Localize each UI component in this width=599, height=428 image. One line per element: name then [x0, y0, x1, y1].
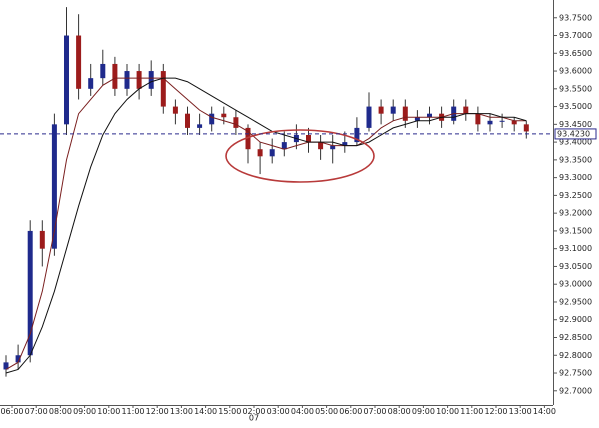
x-tick-label: 12:00: [484, 407, 507, 416]
x-tick-label: 03:00: [267, 407, 290, 416]
x-tick-label: 11:00: [121, 407, 144, 416]
candle-body: [427, 113, 432, 118]
candle-body: [245, 127, 251, 150]
candle-body: [402, 106, 408, 121]
candle-body: [257, 149, 263, 157]
candle-body: [64, 35, 69, 125]
y-tick-label: 93.5500: [559, 84, 592, 93]
x-tick-label: 12:00: [146, 407, 169, 416]
x-tick-label: 06:00: [339, 407, 362, 416]
candle-body: [88, 78, 94, 89]
y-tick-label: 93.2000: [559, 209, 592, 218]
candle-body: [100, 63, 106, 79]
candle-body: [511, 120, 517, 125]
candle-body: [124, 71, 130, 89]
x-tick-label: 06:00: [0, 407, 23, 416]
date-label: 07: [249, 414, 259, 423]
y-tick-label: 93.2500: [559, 191, 592, 200]
x-tick-label: 07:00: [25, 407, 48, 416]
y-tick-label: 92.9000: [559, 315, 592, 324]
y-tick-label: 93.6500: [559, 49, 592, 58]
candle-body: [51, 124, 57, 249]
candle-body: [354, 127, 360, 143]
y-tick-label: 93.1500: [559, 226, 592, 235]
candle-body: [136, 71, 142, 89]
candle-body: [15, 355, 21, 363]
plot: [3, 7, 529, 377]
candle-body: [160, 71, 166, 107]
moving-average-line: [5, 77, 527, 370]
candle-body: [3, 362, 9, 370]
candle-body: [148, 71, 154, 89]
y-tick-label: 93.3000: [559, 173, 592, 182]
y-tick-label: 92.7500: [559, 369, 592, 378]
candle-body: [197, 124, 203, 128]
x-tick-label: 09:00: [412, 407, 435, 416]
candle-body: [27, 230, 33, 356]
x-tick-label: 11:00: [460, 407, 483, 416]
y-tick-label: 93.4000: [559, 138, 592, 147]
y-tick-label: 93.6000: [559, 67, 592, 76]
current-price-box: [554, 128, 597, 140]
y-tick-label: 93.7500: [559, 13, 592, 22]
y-tick-label: 93.3500: [559, 155, 592, 164]
candle-body: [318, 142, 324, 150]
y-tick-label: 92.8000: [559, 351, 592, 360]
x-tick-label: 13:00: [509, 407, 532, 416]
candle-body: [221, 113, 227, 118]
candle-body: [487, 120, 493, 125]
candle-body: [366, 106, 372, 128]
candle-body: [233, 117, 239, 128]
x-tick-label: 10:00: [436, 407, 459, 416]
y-tick-label: 92.8500: [559, 333, 592, 342]
y-tick-label: 93.0000: [559, 280, 592, 289]
candle-body: [306, 135, 311, 143]
candle-body: [76, 35, 82, 89]
candle-body: [475, 113, 481, 125]
candle-body: [269, 149, 275, 157]
candle-body: [390, 106, 396, 114]
x-tick-label: 05:00: [315, 407, 338, 416]
x-tick-label: 14:00: [194, 407, 217, 416]
x-tick-label: 07:00: [363, 407, 386, 416]
x-tick-label: 02:00: [242, 407, 265, 416]
x-tick-label: 10:00: [97, 407, 120, 416]
y-tick-label: 93.7000: [559, 31, 592, 40]
candle-body: [185, 113, 190, 128]
candle-body: [463, 106, 469, 114]
y-tick-label: 92.7000: [559, 386, 592, 395]
candle-body: [39, 230, 45, 249]
x-tick-label: 08:00: [388, 407, 411, 416]
candle-body: [523, 124, 529, 132]
y-tick-label: 93.1000: [559, 244, 592, 253]
x-tick-label: 08:00: [49, 407, 72, 416]
candle-body: [499, 120, 505, 122]
y-tick-label: 93.4500: [559, 120, 592, 129]
candle-body: [209, 113, 215, 125]
candle-body: [378, 106, 384, 114]
moving-average-line: [5, 77, 527, 374]
candle-body: [112, 63, 118, 89]
x-tick-label: 14:00: [533, 407, 556, 416]
y-tick-label: 93.0500: [559, 262, 592, 271]
candle-body: [172, 106, 178, 114]
x-tick-label: 15:00: [218, 407, 241, 416]
x-tick-label: 13:00: [170, 407, 193, 416]
x-tick-label: 09:00: [73, 407, 96, 416]
candle-body: [281, 142, 287, 150]
y-tick-label: 92.9500: [559, 297, 592, 306]
candle-body: [342, 142, 348, 146]
candle-body: [330, 145, 336, 150]
y-tick-label: 93.5000: [559, 102, 592, 111]
annotation-ellipse: [225, 129, 375, 183]
candle-body: [414, 117, 420, 121]
x-tick-label: 04:00: [291, 407, 314, 416]
current-price-label: 93.4230: [557, 129, 590, 138]
